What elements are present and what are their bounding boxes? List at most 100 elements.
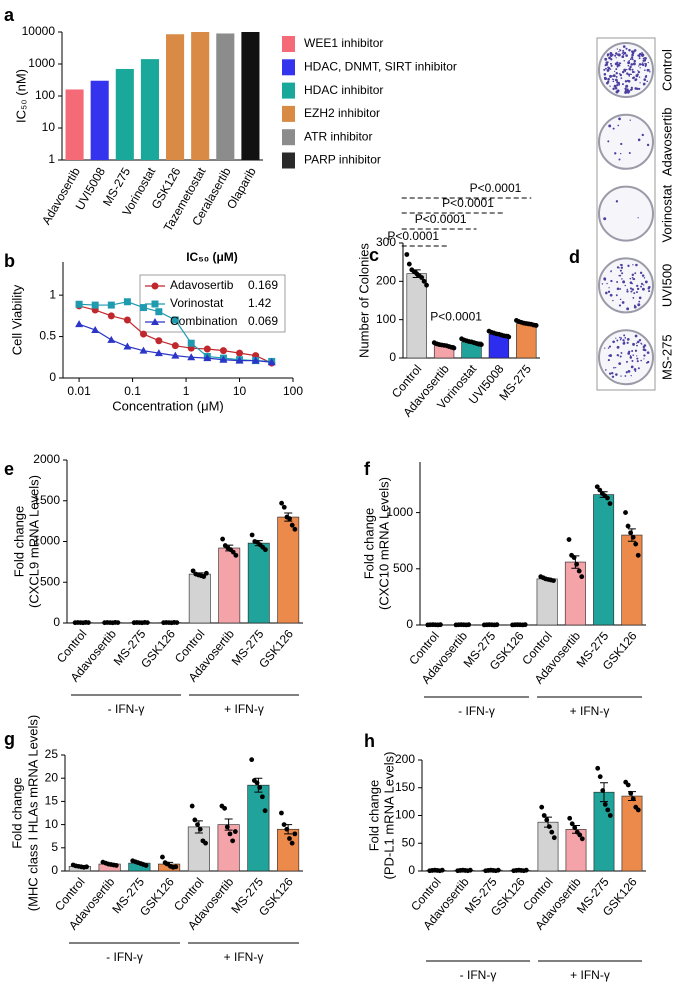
colony bbox=[632, 50, 635, 53]
data-point bbox=[91, 301, 99, 309]
data-point bbox=[567, 815, 573, 821]
colony bbox=[626, 72, 629, 75]
legend-label: Combination bbox=[170, 314, 237, 328]
bar bbox=[191, 32, 210, 160]
colony bbox=[634, 349, 638, 352]
legend-swatch bbox=[282, 82, 295, 99]
colony bbox=[639, 67, 641, 69]
colony bbox=[616, 266, 620, 269]
colony bbox=[629, 119, 631, 121]
data-point bbox=[466, 622, 472, 628]
colony bbox=[609, 293, 613, 297]
y-axis-title: Fold change bbox=[9, 777, 24, 849]
data-point bbox=[595, 765, 601, 771]
colony bbox=[633, 305, 637, 309]
colony bbox=[643, 277, 646, 279]
colony bbox=[615, 57, 617, 59]
p-value: P<0.0001 bbox=[430, 310, 482, 324]
colony bbox=[610, 279, 613, 283]
plate bbox=[598, 185, 654, 242]
data-point bbox=[230, 838, 236, 844]
colony bbox=[629, 65, 632, 69]
y-axis-title: (CXC10 mRNA Levels) bbox=[376, 477, 391, 610]
colony bbox=[619, 298, 622, 301]
y-axis-title: (PD-L1 mRNA Levels) bbox=[381, 752, 396, 880]
bar bbox=[593, 494, 615, 626]
colony bbox=[634, 334, 638, 338]
colony bbox=[643, 358, 645, 360]
data-point bbox=[549, 829, 555, 835]
colony bbox=[615, 367, 617, 369]
colony bbox=[629, 355, 632, 357]
panel-label: b bbox=[4, 251, 15, 271]
colony bbox=[606, 282, 608, 285]
colony bbox=[611, 75, 613, 77]
colony bbox=[615, 52, 618, 55]
colony bbox=[626, 360, 629, 363]
colony bbox=[629, 287, 632, 290]
x-axis-title: Concentration (μM) bbox=[112, 398, 224, 413]
colony bbox=[611, 78, 614, 80]
colony bbox=[616, 65, 619, 67]
colony bbox=[641, 133, 644, 137]
legend-label: EZH2 inhibitor bbox=[304, 106, 380, 120]
colony bbox=[608, 345, 612, 348]
plate bbox=[598, 257, 654, 314]
colony bbox=[631, 68, 634, 71]
bar bbox=[216, 33, 235, 160]
y-tick-label: 0 bbox=[389, 350, 396, 364]
colony bbox=[633, 278, 636, 281]
colony bbox=[605, 81, 609, 85]
plate-label: Adavosertib bbox=[659, 107, 674, 176]
colony bbox=[633, 368, 637, 371]
colony bbox=[616, 84, 619, 87]
colony bbox=[629, 69, 632, 71]
data-point bbox=[267, 358, 276, 366]
y-tick-label: 1500 bbox=[33, 493, 60, 507]
data-point bbox=[192, 817, 198, 823]
data-point bbox=[289, 840, 295, 846]
colony bbox=[648, 285, 651, 289]
data-point bbox=[230, 549, 236, 555]
colony bbox=[621, 278, 623, 280]
data-point bbox=[467, 867, 473, 873]
colony bbox=[612, 87, 615, 91]
data-point bbox=[424, 282, 429, 288]
colony bbox=[605, 369, 607, 371]
colony bbox=[632, 264, 634, 266]
colony bbox=[628, 151, 631, 154]
colony bbox=[627, 64, 630, 67]
colony bbox=[617, 124, 620, 127]
colony bbox=[626, 68, 628, 71]
data-point bbox=[220, 536, 226, 542]
colony bbox=[611, 372, 614, 375]
colony bbox=[610, 58, 613, 61]
data-point bbox=[233, 552, 239, 558]
y-axis-title: Fold change bbox=[11, 506, 26, 578]
plate-label: Vorinostat bbox=[659, 184, 674, 242]
colony bbox=[607, 290, 611, 293]
colony bbox=[607, 66, 610, 69]
colony bbox=[638, 76, 641, 78]
data-point bbox=[249, 532, 255, 538]
legend-label: ATR inhibitor bbox=[304, 129, 372, 143]
data-point bbox=[541, 813, 547, 818]
colony bbox=[623, 51, 626, 55]
colony bbox=[641, 287, 645, 291]
colony bbox=[627, 89, 631, 93]
colony bbox=[611, 375, 615, 378]
data-point bbox=[579, 574, 585, 580]
colony bbox=[638, 54, 641, 56]
colony bbox=[640, 282, 644, 285]
colony bbox=[626, 290, 629, 293]
colony bbox=[644, 280, 648, 284]
data-point bbox=[123, 316, 131, 324]
legend-swatch bbox=[282, 152, 295, 169]
colony bbox=[638, 63, 642, 66]
y-tick-label: 300 bbox=[376, 235, 396, 249]
colony bbox=[636, 284, 639, 288]
colony bbox=[636, 357, 639, 360]
colony bbox=[638, 300, 641, 303]
data-point bbox=[623, 510, 628, 515]
legend-label: WEE1 inhibitor bbox=[304, 36, 383, 50]
